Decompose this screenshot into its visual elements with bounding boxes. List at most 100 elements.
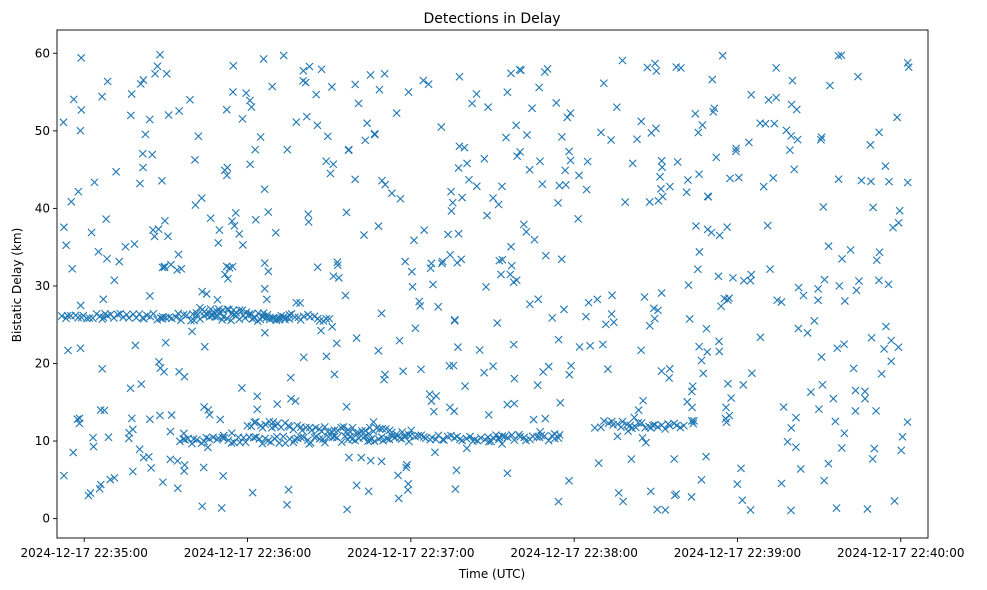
- detection-point: [803, 328, 812, 337]
- detection-point: [363, 119, 372, 128]
- detection-point: [364, 437, 372, 446]
- detection-point: [455, 142, 464, 151]
- detection-point: [298, 426, 307, 435]
- detection-point: [322, 352, 331, 361]
- detection-point: [199, 463, 208, 472]
- detection-point: [739, 276, 748, 285]
- detection-point: [480, 154, 489, 163]
- detection-point: [851, 407, 860, 416]
- detection-point: [190, 155, 199, 164]
- detection-point: [238, 240, 247, 249]
- detection-point: [766, 265, 775, 274]
- detection-point: [652, 67, 661, 75]
- detection-point: [596, 423, 605, 432]
- detection-point: [788, 76, 797, 85]
- detection-point: [206, 214, 215, 223]
- detection-point: [200, 307, 209, 316]
- detection-point: [253, 392, 262, 401]
- detection-point: [561, 166, 570, 175]
- detection-point: [890, 497, 899, 506]
- y-axis-label: Bistatic Delay (km): [10, 228, 24, 343]
- detection-point: [378, 424, 387, 433]
- detection-point: [861, 394, 870, 403]
- detection-point: [404, 430, 413, 439]
- detection-point: [708, 75, 717, 84]
- detection-point: [866, 140, 875, 149]
- detection-point: [535, 83, 544, 92]
- detection-point: [689, 416, 698, 425]
- detection-point: [214, 238, 223, 247]
- detection-point: [420, 226, 429, 235]
- detection-point: [684, 281, 693, 290]
- detection-point: [634, 406, 643, 415]
- detection-point: [688, 382, 697, 391]
- chart-title: Detections in Delay: [423, 11, 560, 27]
- detection-point: [342, 208, 351, 217]
- detection-point: [317, 326, 325, 335]
- detection-point: [148, 150, 157, 159]
- detection-point: [480, 368, 489, 377]
- detection-point: [537, 431, 546, 440]
- detection-point: [290, 313, 299, 322]
- detection-point: [63, 346, 72, 355]
- detection-point: [691, 221, 700, 230]
- detection-point: [575, 171, 584, 180]
- detection-point: [528, 104, 537, 113]
- detection-point: [763, 221, 772, 230]
- detection-point: [867, 333, 876, 342]
- detection-point: [787, 423, 796, 432]
- detection-point: [228, 262, 237, 271]
- detection-point: [136, 79, 145, 88]
- detection-point: [628, 159, 637, 168]
- detection-point: [548, 313, 557, 322]
- detection-point: [814, 284, 823, 293]
- detection-point: [304, 217, 313, 226]
- detection-point: [455, 435, 464, 444]
- detection-point: [637, 346, 646, 355]
- detection-point: [177, 264, 186, 273]
- detection-point: [320, 423, 329, 431]
- plot-area: [56, 29, 929, 539]
- detection-point: [554, 497, 563, 506]
- detection-point: [100, 406, 109, 415]
- detection-point: [530, 235, 539, 244]
- detection-point: [838, 254, 847, 263]
- detection-point: [437, 259, 446, 268]
- detection-point: [698, 121, 707, 130]
- detection-point: [128, 467, 137, 476]
- detection-point: [164, 111, 173, 120]
- detection-point: [121, 242, 130, 251]
- detection-point: [148, 225, 157, 234]
- detection-point: [557, 255, 566, 264]
- detection-point: [665, 182, 674, 191]
- detection-point: [253, 405, 262, 414]
- detection-point: [260, 284, 269, 293]
- detection-point: [204, 405, 213, 414]
- detection-point: [887, 357, 896, 366]
- detection-point: [522, 227, 531, 236]
- detection-point: [283, 500, 292, 509]
- detection-point: [538, 180, 547, 189]
- detection-point: [851, 386, 860, 395]
- detection-point: [366, 71, 375, 79]
- detection-point: [247, 103, 256, 112]
- detection-point: [695, 342, 704, 351]
- detection-point: [299, 312, 308, 321]
- detection-point: [220, 166, 229, 175]
- detection-point: [661, 424, 670, 433]
- detection-point: [182, 311, 191, 320]
- detection-point: [554, 335, 563, 344]
- detection-point: [98, 92, 107, 101]
- detection-point: [227, 429, 236, 438]
- detection-point: [567, 361, 576, 370]
- x-tick-label: 2024-12-17 22:35:00: [20, 546, 147, 560]
- detection-point: [777, 479, 786, 488]
- detection-point: [564, 476, 573, 485]
- detection-point: [285, 310, 294, 319]
- detection-point: [215, 225, 224, 234]
- detection-point: [497, 182, 506, 191]
- detection-point: [357, 453, 366, 462]
- detection-point: [637, 418, 646, 427]
- detection-point: [623, 420, 632, 429]
- detection-point: [325, 314, 334, 323]
